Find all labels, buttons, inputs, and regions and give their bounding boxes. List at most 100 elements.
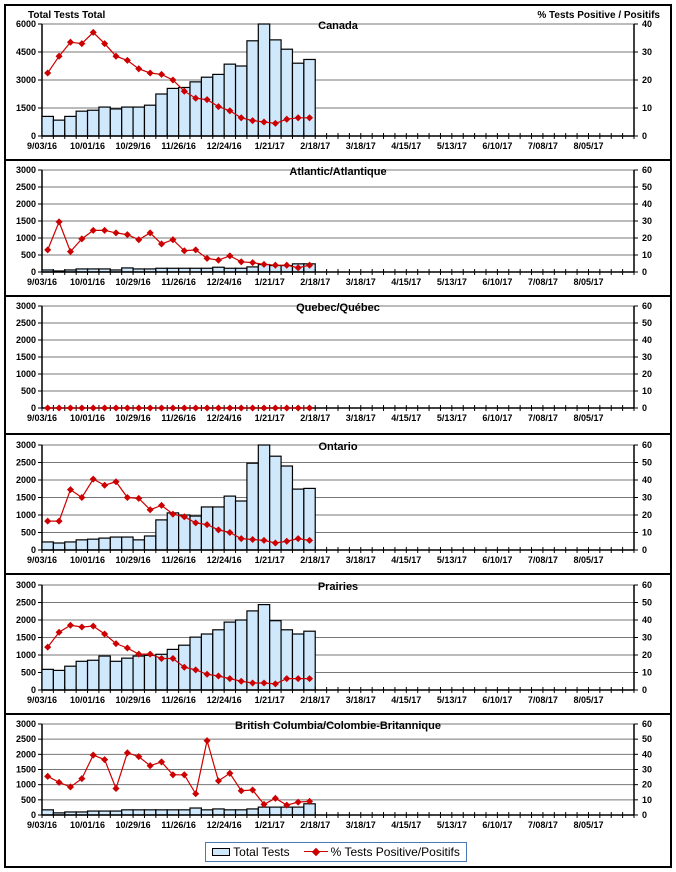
point-percent-positive	[260, 404, 268, 412]
y-right-axis-title: % Tests Positive / Positifs	[537, 10, 660, 21]
point-percent-positive	[306, 675, 314, 683]
bar-total-tests	[86, 538, 100, 551]
x-tick-label: 5/13/17	[437, 141, 467, 151]
point-percent-positive	[180, 513, 188, 521]
point-percent-positive	[123, 404, 131, 412]
point-percent-positive	[55, 517, 63, 525]
bar-total-tests	[189, 807, 202, 816]
bar-total-tests	[246, 610, 259, 691]
y-right-tick-label: 40	[642, 335, 652, 345]
point-percent-positive	[89, 404, 97, 412]
point-percent-positive	[283, 261, 291, 269]
y-right-tick-label: 0	[642, 267, 647, 277]
point-percent-positive	[271, 261, 279, 269]
bar-total-tests	[257, 604, 271, 691]
point-percent-positive	[78, 493, 86, 502]
x-tick-label: 4/15/17	[391, 555, 421, 565]
point-percent-positive	[55, 404, 63, 412]
point-percent-positive	[306, 114, 314, 122]
y-left-tick-label: 1500	[16, 493, 36, 503]
bar-total-tests	[98, 655, 111, 691]
x-tick-label: 2/18/17	[300, 695, 330, 705]
x-tick-label: 1/21/17	[255, 277, 285, 287]
bar-total-tests	[121, 809, 134, 816]
point-percent-positive	[237, 535, 245, 543]
y-left-tick-label: 1000	[16, 650, 36, 660]
y-left-tick-label: 0	[31, 403, 36, 413]
point-percent-positive	[112, 640, 120, 648]
point-percent-positive	[89, 751, 97, 759]
point-percent-positive	[226, 528, 234, 537]
y-left-tick-label: 1000	[16, 233, 36, 243]
bar-total-tests	[166, 87, 180, 137]
x-tick-label: 9/03/16	[27, 141, 57, 151]
y-left-tick-label: 2000	[16, 199, 36, 209]
x-tick-label: 6/10/17	[482, 695, 512, 705]
bar-total-tests	[291, 62, 305, 137]
x-tick-label: 12/24/16	[207, 277, 242, 287]
bar-total-tests	[246, 266, 259, 273]
bar-total-tests	[303, 58, 316, 137]
x-tick-label: 6/10/17	[482, 277, 512, 287]
bar-total-tests	[212, 808, 225, 816]
x-tick-label: 7/08/17	[528, 695, 558, 705]
y-right-tick-label: 20	[642, 75, 652, 85]
x-tick-label: 1/21/17	[255, 695, 285, 705]
x-tick-label: 10/29/16	[116, 555, 151, 565]
bar-total-tests	[200, 76, 214, 137]
x-tick-label: 4/15/17	[391, 141, 421, 151]
y-right-tick-label: 10	[642, 795, 652, 805]
point-percent-positive	[237, 787, 245, 795]
bar-total-tests	[121, 106, 134, 137]
bar-total-tests	[41, 809, 54, 816]
bar-total-tests	[200, 809, 214, 816]
x-tick-label: 3/18/17	[346, 277, 376, 287]
legend-label-total-tests: Total Tests	[233, 845, 290, 859]
point-percent-positive	[169, 76, 177, 84]
point-percent-positive	[237, 404, 245, 412]
y-left-tick-label: 2500	[16, 734, 36, 744]
point-percent-positive	[249, 259, 257, 267]
bar-total-tests	[41, 668, 54, 691]
point-percent-positive	[249, 679, 257, 687]
chart-panel-4: 0 500 1000 1500 2000 2500 3000 0 10 20 30 40 50 60 9/0…	[16, 580, 652, 705]
x-tick-label: 2/18/17	[300, 141, 330, 151]
point-percent-positive	[66, 404, 74, 412]
point-percent-positive	[214, 526, 222, 534]
bar-total-tests	[143, 809, 157, 816]
point-percent-positive	[135, 494, 143, 502]
point-percent-positive	[112, 784, 120, 792]
y-right-tick-label: 40	[642, 199, 652, 209]
chart-title: Canada	[318, 20, 359, 32]
bar-total-tests	[86, 659, 100, 691]
bar-total-tests	[98, 106, 111, 137]
point-percent-positive	[135, 236, 143, 244]
point-percent-positive	[249, 117, 257, 125]
point-percent-positive	[271, 404, 279, 412]
point-percent-positive	[146, 506, 154, 514]
x-tick-label: 11/26/16	[161, 413, 196, 423]
point-percent-positive	[214, 103, 222, 111]
x-tick-label: 11/26/16	[161, 820, 196, 830]
bar-total-tests	[257, 444, 271, 551]
bar-total-tests	[155, 93, 168, 137]
x-tick-label: 9/03/16	[27, 555, 57, 565]
point-percent-positive	[294, 114, 302, 122]
point-percent-positive	[260, 118, 268, 126]
line-percent-positive	[47, 220, 310, 269]
point-percent-positive	[203, 96, 211, 104]
bar-total-tests	[303, 803, 316, 816]
x-tick-label: 11/26/16	[161, 277, 196, 287]
y-left-tick-label: 500	[21, 250, 36, 260]
bar-total-tests	[109, 536, 123, 551]
point-percent-positive	[260, 536, 268, 544]
y-right-tick-label: 0	[642, 810, 647, 820]
point-percent-positive	[294, 535, 302, 543]
x-tick-label: 10/29/16	[116, 820, 151, 830]
point-percent-positive	[260, 679, 268, 687]
bar-total-tests	[189, 81, 202, 137]
y-right-tick-label: 50	[642, 734, 652, 744]
bar-total-tests	[234, 500, 248, 551]
y-right-tick-label: 50	[642, 318, 652, 328]
legend: Total Tests % Tests Positive/Positifs	[205, 842, 467, 862]
